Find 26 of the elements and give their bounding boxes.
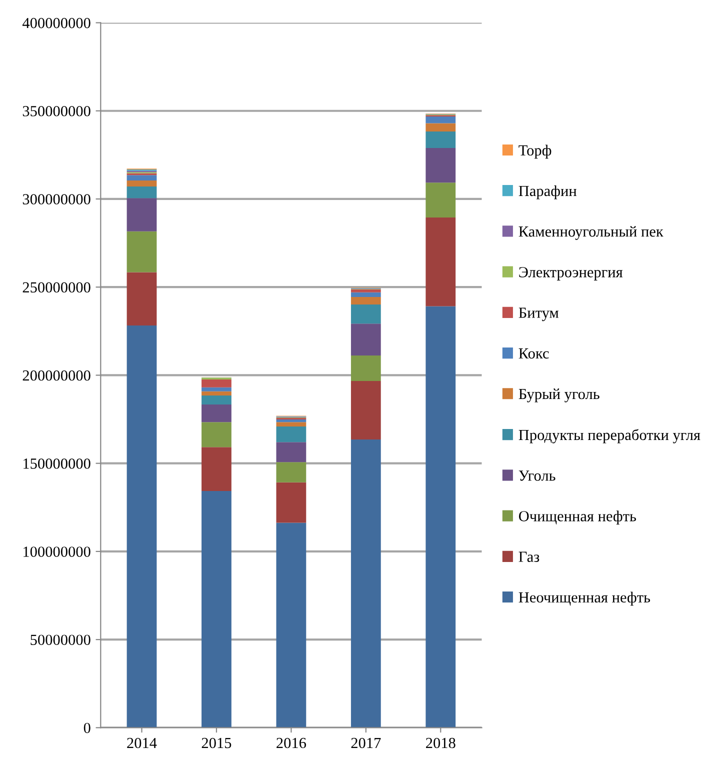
legend-label: Газ (518, 552, 540, 562)
legend-label: Битум (518, 308, 559, 322)
x-tick-label: 2015 (202, 738, 232, 748)
legend-label: Уголь (518, 470, 556, 481)
legend-label: Каменноугольный пек (518, 226, 664, 240)
legend-label: Очищенная нефть (519, 510, 636, 524)
legend-label: Парафин (518, 185, 577, 200)
legend-label: Электроэнергия (519, 267, 623, 280)
legend-label: Кокс (518, 348, 549, 359)
y-tick-label: 150000000 (24, 458, 90, 469)
y-tick-label: 200000000 (22, 370, 90, 381)
y-tick-label: 300000000 (22, 194, 90, 204)
y-tick-label: 250000000 (22, 282, 90, 293)
x-tick-label: 2016 (276, 738, 306, 748)
legend-label: Бурый уголь (518, 388, 600, 402)
x-tick-label: 2017 (351, 738, 381, 748)
x-tick-label: 2018 (426, 738, 456, 748)
x-tick-label: 2014 (127, 738, 157, 748)
legend-label: Неочищенная нефть (518, 592, 650, 606)
y-tick-label: 100000000 (24, 546, 90, 557)
y-tick-label: 50000000 (30, 634, 90, 646)
legend-label: Торф (518, 144, 552, 159)
y-tick-label: 0 (84, 722, 90, 734)
y-tick-label: 350000000 (22, 106, 90, 116)
legend-label: Продукты переработки угля (518, 429, 700, 444)
y-tick-label: 400000000 (22, 18, 90, 28)
